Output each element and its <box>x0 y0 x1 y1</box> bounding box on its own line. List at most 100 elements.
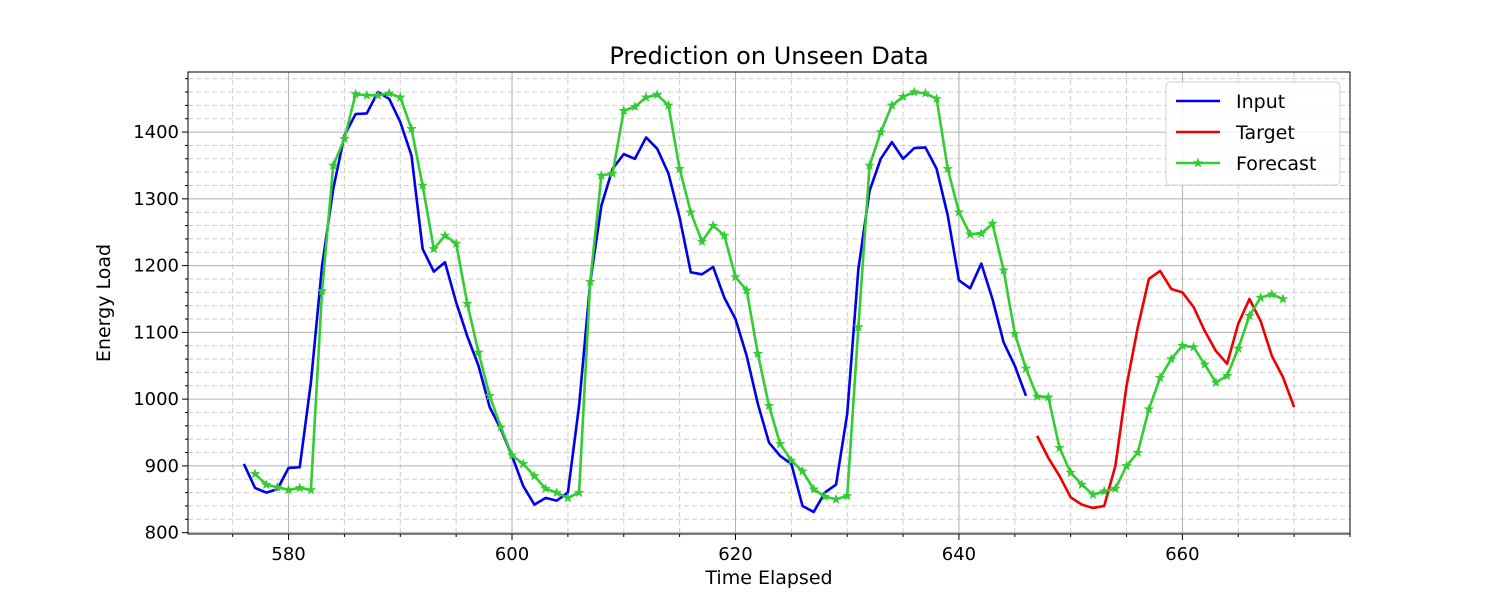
legend-label-target: Target <box>1235 122 1295 144</box>
y-axis: 800 900 1000 1100 1200 1300 1400 <box>133 78 188 544</box>
forecast-point <box>350 88 361 99</box>
y-tick-label: 900 <box>145 456 179 477</box>
legend-label-input: Input <box>1236 91 1285 113</box>
forecast-point <box>752 348 764 359</box>
forecast-point <box>562 492 574 503</box>
forecast-point <box>1110 483 1121 494</box>
forecast-point <box>1020 362 1032 373</box>
y-axis-label: Energy Load <box>93 244 115 362</box>
forecast-point <box>1255 292 1266 303</box>
forecast-point <box>853 321 864 332</box>
forecast-point <box>261 479 272 490</box>
forecast-point <box>998 264 1009 275</box>
forecast-point <box>518 458 529 469</box>
forecast-point <box>1031 391 1043 401</box>
forecast-point <box>1266 288 1277 299</box>
forecast-point <box>1166 353 1177 364</box>
legend: Input Target Forecast <box>1165 81 1341 186</box>
forecast-point <box>249 468 261 479</box>
input-line <box>242 90 1028 514</box>
forecast-point <box>663 99 674 110</box>
forecast-point <box>987 218 998 228</box>
forecast-point <box>328 160 339 170</box>
forecast-point <box>339 133 350 144</box>
forecast-point <box>1087 489 1099 500</box>
forecast-point <box>551 487 562 498</box>
forecast-point <box>674 163 685 174</box>
forecast-point <box>1277 293 1289 304</box>
series-input <box>242 90 1028 514</box>
forecast-point <box>1099 485 1110 496</box>
forecast-point <box>1009 328 1020 339</box>
forecast-point <box>864 160 875 170</box>
forecast-point <box>428 243 439 254</box>
y-tick-label: 1300 <box>133 189 179 210</box>
forecast-point <box>305 484 317 495</box>
forecast-point <box>774 438 786 449</box>
forecast-point <box>283 484 294 495</box>
forecast-point <box>361 89 372 100</box>
forecast-point <box>473 346 484 357</box>
chart-title: Prediction on Unseen Data <box>609 42 928 70</box>
forecast-point <box>696 236 708 246</box>
y-tick-label: 1400 <box>133 122 179 143</box>
forecast-point <box>1233 342 1244 353</box>
forecast-point <box>495 421 507 432</box>
y-tick-label: 800 <box>145 523 179 544</box>
forecast-point <box>618 105 629 116</box>
forecast-point <box>417 180 428 190</box>
forecast-point <box>685 206 696 217</box>
forecast-point <box>1154 372 1166 383</box>
x-tick-label: 600 <box>495 544 529 565</box>
forecast-point <box>439 230 451 240</box>
forecast-point <box>964 228 976 239</box>
forecast-point <box>976 228 987 238</box>
x-axis-label: Time Elapsed <box>704 567 832 589</box>
forecast-point <box>1065 467 1076 477</box>
forecast-point <box>875 126 886 137</box>
forecast-point <box>842 490 853 501</box>
forecast-point <box>741 284 752 295</box>
legend-box <box>1165 81 1341 186</box>
y-tick-label: 1000 <box>133 389 179 410</box>
forecast-point <box>763 400 775 411</box>
forecast-point <box>909 86 920 97</box>
forecast-point <box>629 101 641 112</box>
target-line <box>1035 269 1296 510</box>
forecast-point <box>316 285 328 296</box>
forecast-point <box>395 91 406 102</box>
plot-frame <box>187 71 1351 535</box>
forecast-point <box>640 91 652 102</box>
forecast-point <box>707 220 719 230</box>
forecast-point <box>1199 358 1210 369</box>
x-tick-label: 640 <box>942 544 976 565</box>
forecast-point <box>1210 376 1222 387</box>
forecast-point <box>607 168 618 178</box>
forecast-point <box>942 163 953 174</box>
forecast-point <box>450 238 462 248</box>
forecast-point <box>797 465 808 476</box>
x-axis: 580 600 620 640 660 <box>232 534 1351 565</box>
forecast-point <box>931 93 942 104</box>
x-tick-label: 620 <box>718 544 752 565</box>
forecast-point <box>1221 370 1233 381</box>
forecast-point <box>484 390 495 401</box>
forecast-point <box>462 298 473 309</box>
forecast-point <box>897 91 909 102</box>
forecast-point <box>1132 447 1143 457</box>
forecast-point <box>819 491 831 502</box>
forecast-point <box>272 481 283 492</box>
forecast-point <box>786 455 797 465</box>
series-layer <box>242 86 1296 514</box>
forecast-point <box>383 87 395 98</box>
legend-item-input: Input <box>1176 91 1285 113</box>
forecast-point <box>540 483 551 494</box>
y-tick-label: 1200 <box>133 256 179 277</box>
forecast-point <box>596 170 607 180</box>
forecast-point <box>730 271 741 282</box>
forecast-point <box>830 493 842 504</box>
y-tick-label: 1100 <box>133 322 179 343</box>
x-tick-label: 580 <box>271 544 305 565</box>
forecast-point <box>652 89 663 100</box>
forecast-point <box>1244 310 1255 321</box>
